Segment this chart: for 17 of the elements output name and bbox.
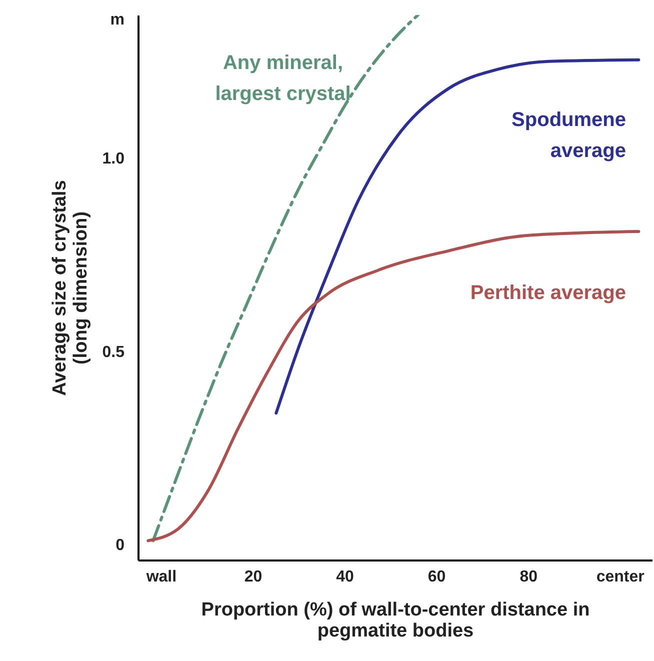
series-label: Any mineral, largest crystal xyxy=(215,52,351,105)
x-tick-label: wall xyxy=(145,568,177,586)
text: Spodumene average xyxy=(512,109,626,162)
x-tick-label: 80 xyxy=(520,568,538,586)
y-tick-label: 1.0 xyxy=(102,150,125,168)
series-label: Perthite average xyxy=(470,282,626,304)
y-tick-label: 0 xyxy=(116,537,125,554)
x-axis-title: Proportion (%) of wall-to-center distance in pegmatite bodies xyxy=(201,600,590,642)
y-axis-title: Average size of crystals (long dimension) xyxy=(49,180,92,396)
x-tick-label: center xyxy=(596,568,644,586)
x-tick-label: 20 xyxy=(244,568,262,586)
y-tick-label: m xyxy=(110,11,124,28)
line-series xyxy=(152,15,420,542)
x-tick-label: 40 xyxy=(336,568,354,586)
y-tick-label: 0.5 xyxy=(102,344,125,361)
line-series xyxy=(146,230,640,542)
x-tick-label: 60 xyxy=(428,568,446,586)
